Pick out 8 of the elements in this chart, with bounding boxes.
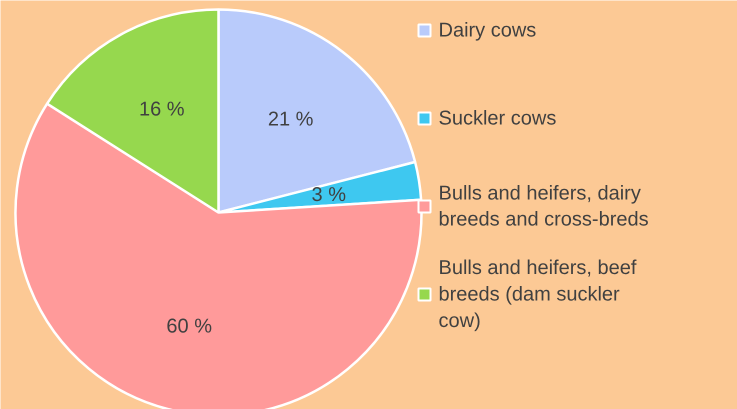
legend-label: Bulls and heifers, dairy breeds and cross-breds <box>438 182 649 231</box>
data-label: 16 % <box>138 98 185 120</box>
legend-label: Bulls and heifers, beef breeds (dam suckler cow) <box>438 257 637 332</box>
legend-label: Suckler cows <box>438 108 556 130</box>
data-label: 60 % <box>166 316 212 338</box>
legend-label: Dairy cows <box>438 20 536 42</box>
data-label: 21 % <box>268 108 314 130</box>
data-label: 3 % <box>312 184 346 206</box>
